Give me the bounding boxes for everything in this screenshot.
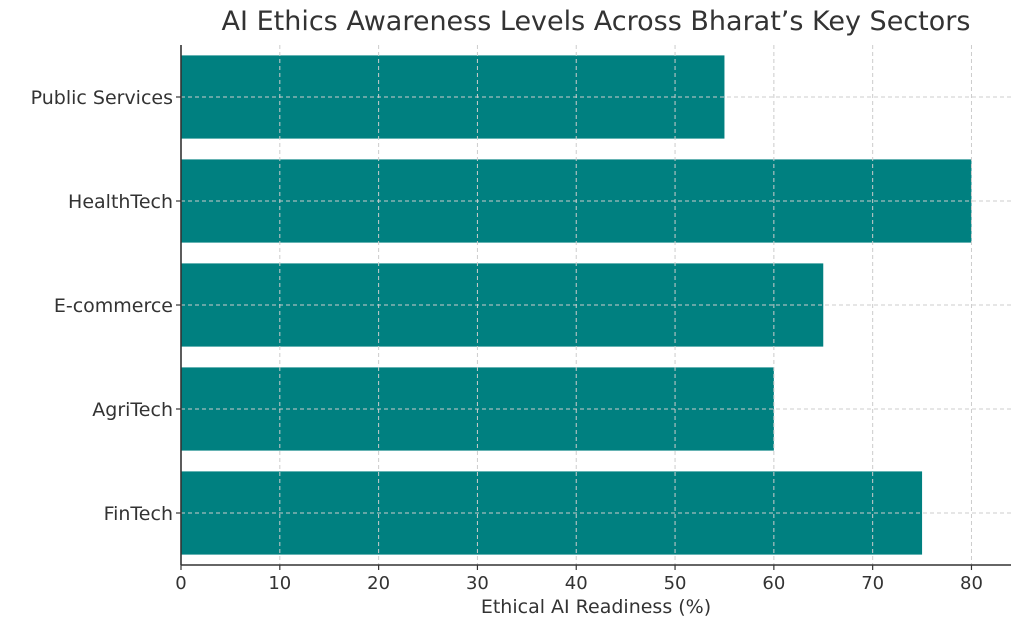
y-tick-label: Public Services	[31, 87, 173, 109]
y-tick-label: AgriTech	[92, 399, 173, 421]
bar-fintech	[181, 471, 923, 555]
x-tick-label: 60	[762, 573, 785, 594]
x-tick-label: 40	[565, 573, 588, 594]
x-tick-label: 70	[861, 573, 884, 594]
y-tick-label: E-commerce	[54, 295, 173, 317]
x-axis-label: Ethical AI Readiness (%)	[480, 596, 712, 618]
y-tick-label: HealthTech	[68, 191, 173, 213]
x-tick-label: 20	[367, 573, 390, 594]
x-tick-label: 0	[175, 573, 186, 594]
x-tick-label: 50	[664, 573, 687, 594]
bar-e-commerce	[181, 263, 824, 347]
x-tick-label: 30	[466, 573, 489, 594]
x-tick-label: 10	[268, 573, 291, 594]
x-tick-label: 80	[960, 573, 983, 594]
chart-title: AI Ethics Awareness Levels Across Bharat…	[221, 6, 971, 37]
y-tick-label: FinTech	[104, 503, 173, 525]
bar-public-services	[181, 55, 725, 139]
